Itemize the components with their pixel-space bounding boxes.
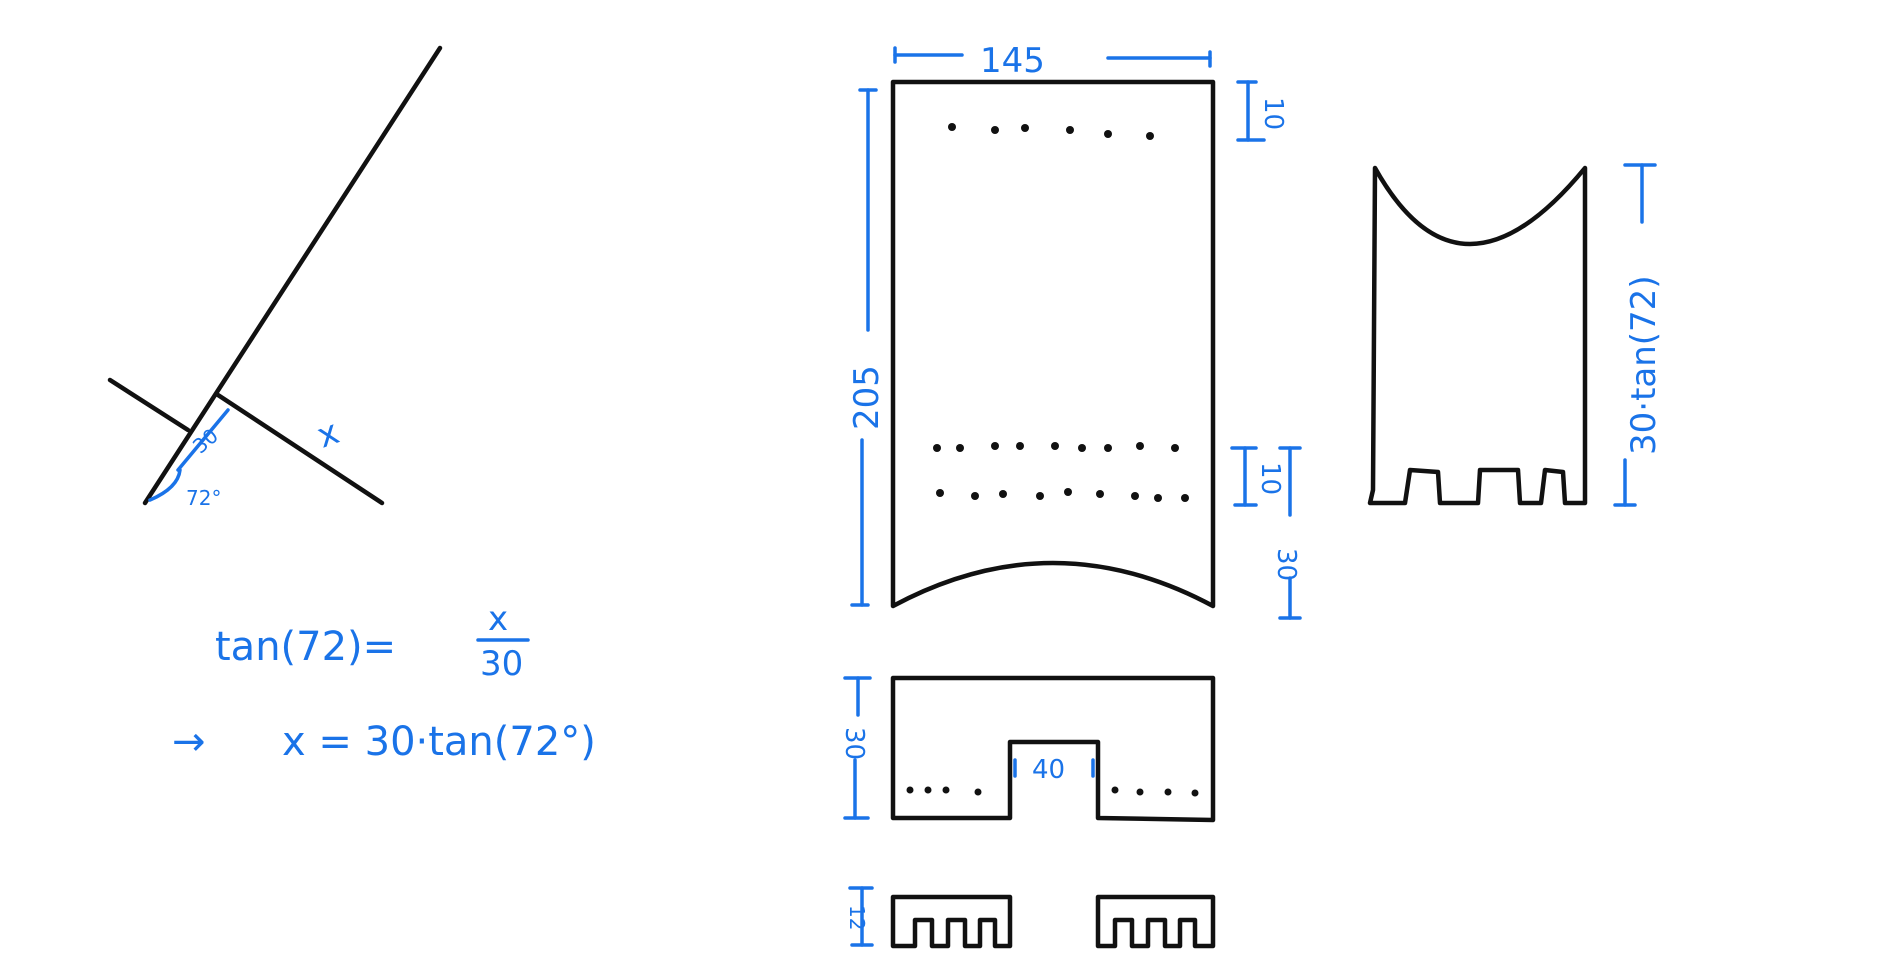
base-fold-dots-right: [1111, 786, 1199, 797]
arrow-symbol: →: [172, 719, 206, 765]
dot: [971, 492, 979, 500]
front-panel: [890, 79, 1216, 609]
tab-height-label: 12: [845, 905, 869, 930]
front-panel-outline: [890, 79, 1216, 609]
side-panel: 30·tan(72): [1367, 163, 1664, 507]
dot: [1191, 789, 1199, 797]
dot: [942, 786, 950, 794]
dot: [924, 786, 932, 794]
dot: [974, 788, 982, 796]
lower-fold-dots-row-1: [933, 442, 1179, 452]
tab-pieces: 12: [845, 886, 1216, 949]
dot: [933, 444, 941, 452]
dot: [991, 442, 999, 450]
lower-fold-dots-row-2: [936, 488, 1189, 502]
side-height-label: 30·tan(72): [1624, 275, 1664, 455]
dot: [1021, 124, 1029, 132]
dot: [1096, 490, 1104, 498]
dot: [948, 123, 956, 131]
perpendicular-left-segment: [107, 377, 191, 433]
angle-value-label: 72°: [186, 486, 221, 510]
depth-label: 30: [1271, 548, 1301, 581]
dot: [1064, 488, 1072, 496]
bottom-margin-label: 10: [1255, 462, 1285, 495]
equations: tan(72)= x 30 → x = 30·tan(72°): [172, 599, 596, 765]
dot: [1078, 444, 1086, 452]
tab-left-outline: [890, 894, 1013, 949]
dot: [1136, 788, 1144, 796]
adjacent-side-tick: [176, 408, 230, 472]
base-fold-dots-left: [906, 786, 982, 796]
top-margin-label: 10: [1258, 97, 1288, 130]
base-piece-outline: [890, 675, 1216, 823]
equation-2: x = 30·tan(72°): [282, 719, 596, 765]
dot: [1016, 442, 1024, 450]
perpendicular-right-segment: [215, 392, 385, 506]
long-diagonal-line: [142, 45, 443, 506]
dot: [1181, 494, 1189, 502]
equation-1: tan(72)=: [215, 624, 396, 670]
tab-right-outline: [1095, 894, 1216, 949]
dot: [991, 126, 999, 134]
dot: [1171, 444, 1179, 452]
dot: [1111, 786, 1119, 794]
dot: [999, 490, 1007, 498]
dot: [1066, 126, 1074, 134]
width-label: 145: [980, 41, 1045, 81]
dot: [1104, 130, 1112, 138]
top-fold-dots: [948, 123, 1154, 140]
angle-arc: [148, 468, 182, 502]
dot: [1051, 442, 1059, 450]
dot: [956, 444, 964, 452]
front-panel-dimensions: 145 205 10 10 30: [847, 41, 1302, 620]
height-label: 205: [847, 365, 887, 430]
dot: [1164, 788, 1172, 796]
dot: [1154, 494, 1162, 502]
dot: [1131, 492, 1139, 500]
dot: [936, 489, 944, 497]
notch-width-label: 40: [1032, 755, 1065, 785]
base-piece: 30 40: [839, 675, 1216, 823]
fraction-numerator: x: [488, 599, 508, 639]
dot: [1136, 442, 1144, 450]
side-panel-outline: [1367, 165, 1588, 506]
dot: [1146, 132, 1154, 140]
fraction-denominator: 30: [480, 644, 523, 684]
dot: [1104, 444, 1112, 452]
opposite-side-label: x: [312, 412, 345, 456]
dot: [1036, 492, 1044, 500]
base-height-label: 30: [839, 727, 869, 760]
dot: [906, 786, 914, 794]
angle-diagram: x 30 72°: [107, 45, 443, 510]
